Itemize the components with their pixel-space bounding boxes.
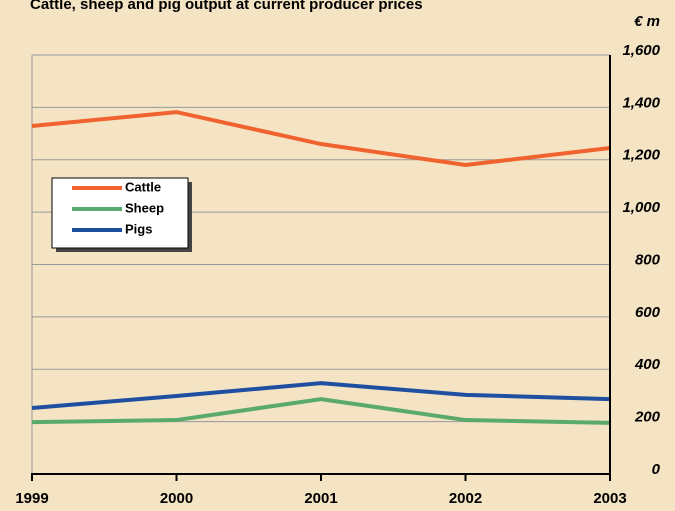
x-tick-label: 1999 (15, 490, 48, 507)
y-axis-label: € m (634, 13, 660, 30)
x-tick-label: 2001 (304, 490, 337, 507)
legend-label: Sheep (125, 200, 164, 215)
y-tick-label: 1,600 (622, 42, 660, 59)
y-tick-label: 800 (635, 251, 661, 268)
legend-label: Pigs (125, 221, 152, 236)
line (31, 397, 611, 425)
x-tick-label: 2003 (593, 490, 626, 507)
y-tick-label: 1,000 (622, 199, 660, 216)
y-tick-label: 400 (634, 356, 661, 373)
legend-label: Cattle (125, 179, 161, 194)
x-tick-label: 2000 (160, 490, 193, 507)
line (31, 381, 611, 411)
y-tick-label: 1,400 (622, 94, 660, 111)
x-tick-label: 2002 (449, 490, 482, 507)
line (31, 110, 611, 168)
y-tick-label: 600 (635, 304, 661, 321)
y-tick-label: 1,200 (622, 147, 660, 164)
y-tick-label: 0 (652, 461, 661, 478)
y-tick-label: 200 (634, 409, 661, 426)
chart-title: Cattle, sheep and pig output at current … (30, 0, 423, 13)
